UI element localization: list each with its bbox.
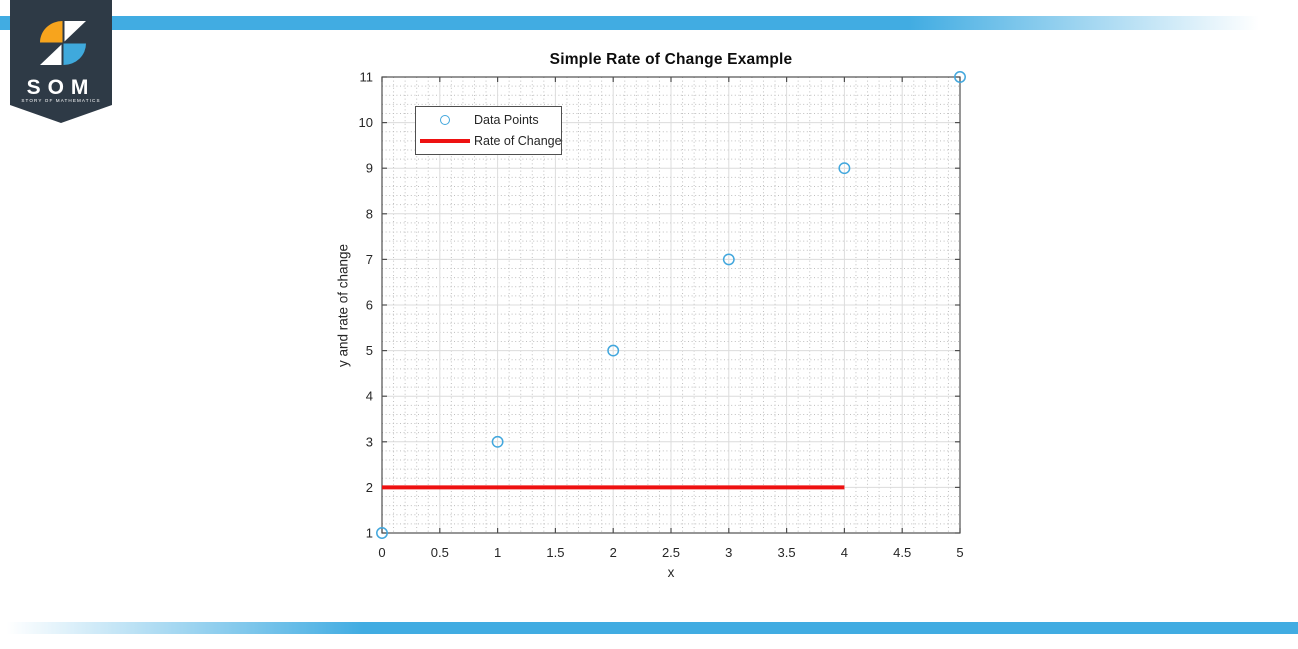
x-tick-label: 1 <box>494 545 501 560</box>
y-tick-label: 5 <box>366 343 373 358</box>
som-logo-svg: SOM STORY OF MATHEMATICS <box>10 0 112 123</box>
legend-swatch <box>416 115 474 125</box>
y-tick-label: 9 <box>366 161 373 176</box>
x-tick-label: 3 <box>725 545 732 560</box>
x-tick-label: 4 <box>841 545 848 560</box>
chart-legend: Data Points Rate of Change <box>415 106 562 155</box>
x-tick-label: 3.5 <box>778 545 796 560</box>
chart-title: Simple Rate of Change Example <box>549 51 793 68</box>
x-tick-label: 1.5 <box>546 545 564 560</box>
x-tick-label: 2 <box>610 545 617 560</box>
legend-item-rate-of-change: Rate of Change <box>416 131 562 152</box>
y-axis-label: y and rate of change <box>335 243 351 368</box>
y-tick-label: 1 <box>366 526 373 541</box>
y-tick-label: 11 <box>360 70 374 85</box>
data-point <box>376 527 388 539</box>
data-point <box>722 253 735 266</box>
y-tick-label: 10 <box>359 115 373 130</box>
legend-swatch <box>416 139 474 143</box>
top-accent-bar <box>0 16 1298 30</box>
y-tick-label: 2 <box>366 480 373 495</box>
y-tick-label: 6 <box>366 298 373 313</box>
bottom-accent-bar <box>0 622 1298 634</box>
som-pinwheel-icon <box>40 21 86 65</box>
x-tick-label: 4.5 <box>893 545 911 560</box>
legend-item-data-points: Data Points <box>416 110 561 131</box>
legend-label: Rate of Change <box>474 134 562 148</box>
som-logo: SOM STORY OF MATHEMATICS <box>10 0 112 124</box>
y-tick-label: 3 <box>366 434 373 449</box>
circle-marker-icon <box>440 115 450 125</box>
line-swatch-icon <box>420 139 470 143</box>
y-tick-label: 7 <box>366 252 373 267</box>
x-tick-label: 0 <box>378 545 385 560</box>
data-point <box>838 162 851 175</box>
data-point <box>491 435 504 448</box>
legend-label: Data Points <box>474 113 539 127</box>
data-point <box>954 71 966 83</box>
x-tick-label: 5 <box>956 545 963 560</box>
y-tick-label: 8 <box>366 206 373 221</box>
logo-text: SOM <box>27 76 96 99</box>
logo-subtext: STORY OF MATHEMATICS <box>21 98 100 103</box>
x-tick-label: 2.5 <box>662 545 680 560</box>
data-point <box>607 344 620 357</box>
y-tick-label: 4 <box>366 389 373 404</box>
x-tick-label: 0.5 <box>431 545 449 560</box>
x-axis-label: x <box>667 565 675 580</box>
